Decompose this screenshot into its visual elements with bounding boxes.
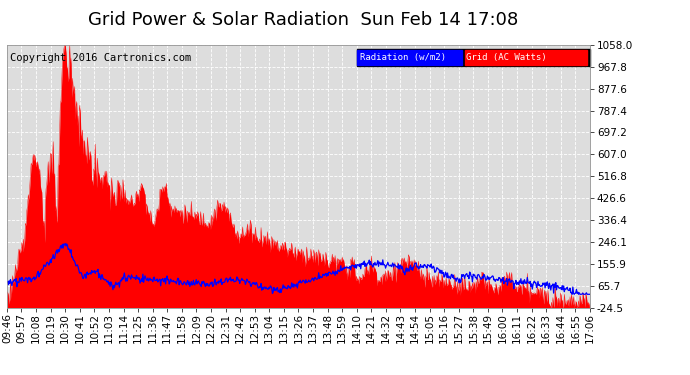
FancyBboxPatch shape (464, 50, 587, 65)
Text: Grid (AC Watts): Grid (AC Watts) (466, 53, 547, 62)
Text: Radiation (w/m2): Radiation (w/m2) (359, 53, 446, 62)
FancyBboxPatch shape (357, 49, 590, 66)
Text: Copyright 2016 Cartronics.com: Copyright 2016 Cartronics.com (10, 53, 191, 63)
FancyBboxPatch shape (357, 50, 462, 65)
Text: Grid Power & Solar Radiation  Sun Feb 14 17:08: Grid Power & Solar Radiation Sun Feb 14 … (88, 11, 519, 29)
